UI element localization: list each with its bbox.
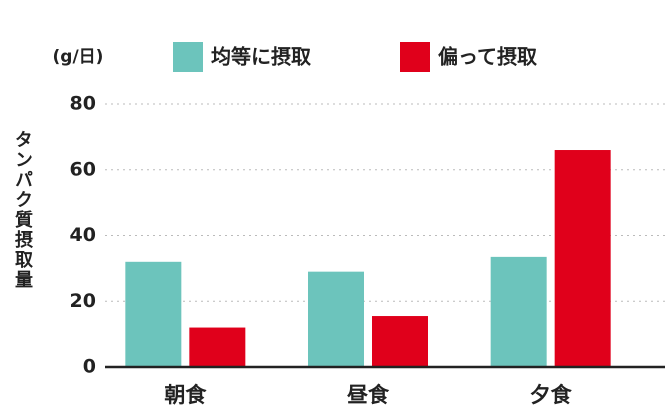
legend-label: 均等に摂取 — [211, 45, 311, 69]
bar — [372, 316, 428, 367]
bar — [490, 256, 547, 367]
y-tick-label: 40 — [70, 224, 96, 246]
legend-label: 偏って摂取 — [438, 45, 537, 69]
y-axis-label: タンパク質摂取量 — [12, 130, 33, 290]
y-tick-label: 20 — [70, 290, 96, 312]
y-tick-label: 80 — [70, 93, 96, 115]
bar — [554, 150, 611, 367]
bar — [308, 271, 364, 367]
bar — [125, 261, 182, 367]
bar — [189, 327, 246, 367]
unit-label: (g/日) — [53, 47, 104, 67]
y-tick-label: 60 — [70, 158, 96, 180]
y-tick-label: 0 — [83, 356, 96, 378]
legend-swatch — [173, 42, 203, 72]
x-tick-label: 昼食 — [347, 383, 390, 407]
x-tick-label: 朝食 — [164, 383, 207, 407]
x-tick-label: 夕食 — [530, 383, 573, 407]
legend-swatch — [400, 42, 430, 72]
